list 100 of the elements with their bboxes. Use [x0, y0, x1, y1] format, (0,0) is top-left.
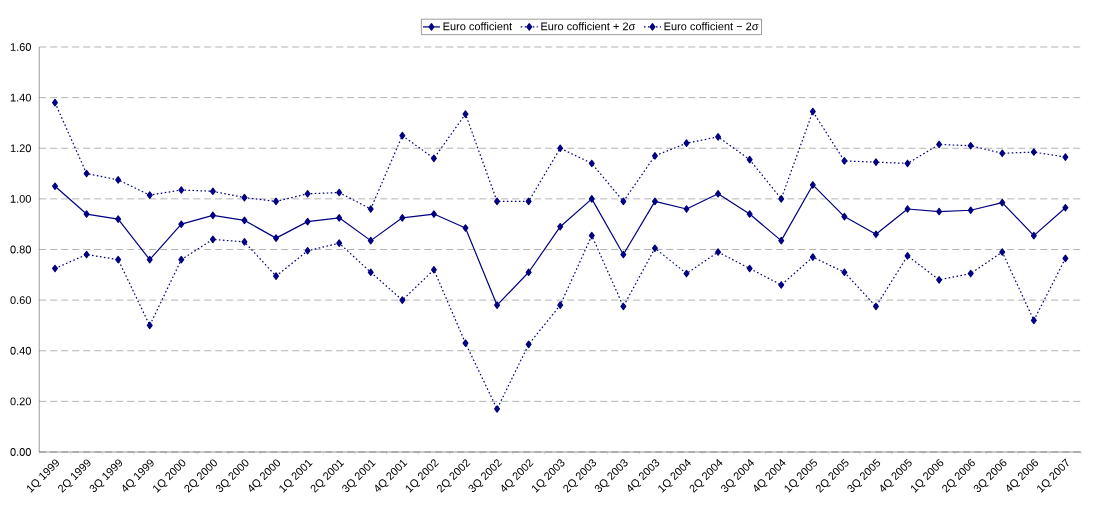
point: [620, 197, 627, 206]
point: [651, 152, 658, 160]
point: [399, 131, 406, 140]
point: [273, 272, 280, 280]
point: [967, 141, 974, 150]
point: [241, 193, 248, 202]
point: [304, 246, 311, 255]
point: [872, 158, 879, 166]
point: [841, 157, 848, 165]
point: [525, 197, 532, 206]
point: [809, 253, 816, 261]
point: [462, 110, 469, 118]
point: [336, 188, 343, 197]
point: [904, 252, 911, 260]
point: [83, 210, 90, 218]
point: [936, 140, 943, 149]
point: [809, 181, 816, 189]
point: [178, 220, 185, 228]
point: [872, 302, 879, 311]
y-tick-label: 1.60: [10, 43, 31, 51]
point: [999, 149, 1006, 158]
point: [809, 107, 816, 116]
point: [999, 248, 1006, 256]
legend-label: Euro cofficient + 2σ: [541, 22, 636, 31]
point: [936, 276, 943, 284]
point: [872, 230, 879, 239]
point: [746, 210, 753, 218]
point: [904, 159, 911, 168]
point: [683, 139, 690, 147]
point: [494, 197, 501, 206]
point: [588, 159, 595, 168]
point: [115, 176, 122, 184]
point: [146, 255, 153, 264]
point: [1062, 203, 1069, 212]
point: [494, 301, 501, 309]
point: [1030, 231, 1037, 240]
point: [273, 234, 280, 242]
point: [178, 255, 185, 264]
point: [430, 154, 437, 163]
point: [841, 268, 848, 277]
y-tick-label: 0.00: [10, 448, 31, 456]
point: [715, 248, 722, 256]
point: [1062, 254, 1069, 263]
point: [557, 144, 564, 153]
point: [715, 190, 722, 198]
point: [241, 238, 248, 246]
y-tick-label: 0.20: [10, 397, 31, 406]
point: [462, 339, 469, 347]
point: [778, 195, 785, 203]
point: [146, 321, 153, 330]
point: [115, 215, 122, 223]
point: [557, 301, 564, 309]
y-tick-label: 1.40: [10, 93, 31, 102]
point: [746, 264, 753, 273]
point: [209, 211, 216, 220]
point: [651, 244, 658, 253]
point: [620, 250, 627, 259]
point: [399, 296, 406, 304]
point: [557, 222, 564, 231]
legend-label: Euro cofficient: [443, 22, 513, 31]
y-tick-label: 0.60: [10, 296, 31, 305]
point: [1030, 316, 1037, 325]
point: [241, 216, 248, 225]
point: [494, 405, 501, 413]
point: [367, 268, 374, 277]
legend-label: Euro cofficient − 2σ: [664, 22, 759, 31]
point: [525, 340, 532, 349]
point: [778, 236, 785, 245]
point: [115, 255, 122, 264]
y-tick-label: 0.80: [10, 245, 31, 254]
y-tick-label: 0.40: [10, 346, 31, 355]
point: [620, 302, 627, 311]
point: [178, 186, 185, 194]
point: [683, 205, 690, 213]
point: [999, 198, 1006, 207]
point: [83, 250, 90, 259]
point: [336, 214, 343, 222]
point: [651, 197, 658, 206]
point: [336, 239, 343, 247]
y-tick-label: 1.00: [10, 194, 31, 203]
point: [967, 269, 974, 278]
point: [715, 133, 722, 141]
point: [525, 268, 532, 277]
point: [967, 206, 974, 215]
point: [462, 224, 469, 232]
point: [367, 236, 374, 245]
point: [904, 205, 911, 213]
point: [399, 214, 406, 222]
point: [430, 210, 437, 218]
point: [273, 197, 280, 206]
point: [1062, 153, 1069, 161]
point: [588, 195, 595, 203]
point: [209, 187, 216, 196]
point: [430, 265, 437, 274]
point: [146, 191, 153, 199]
point: [304, 217, 311, 226]
point: [209, 235, 216, 244]
point: [936, 207, 943, 216]
point: [841, 212, 848, 221]
point: [83, 169, 90, 178]
